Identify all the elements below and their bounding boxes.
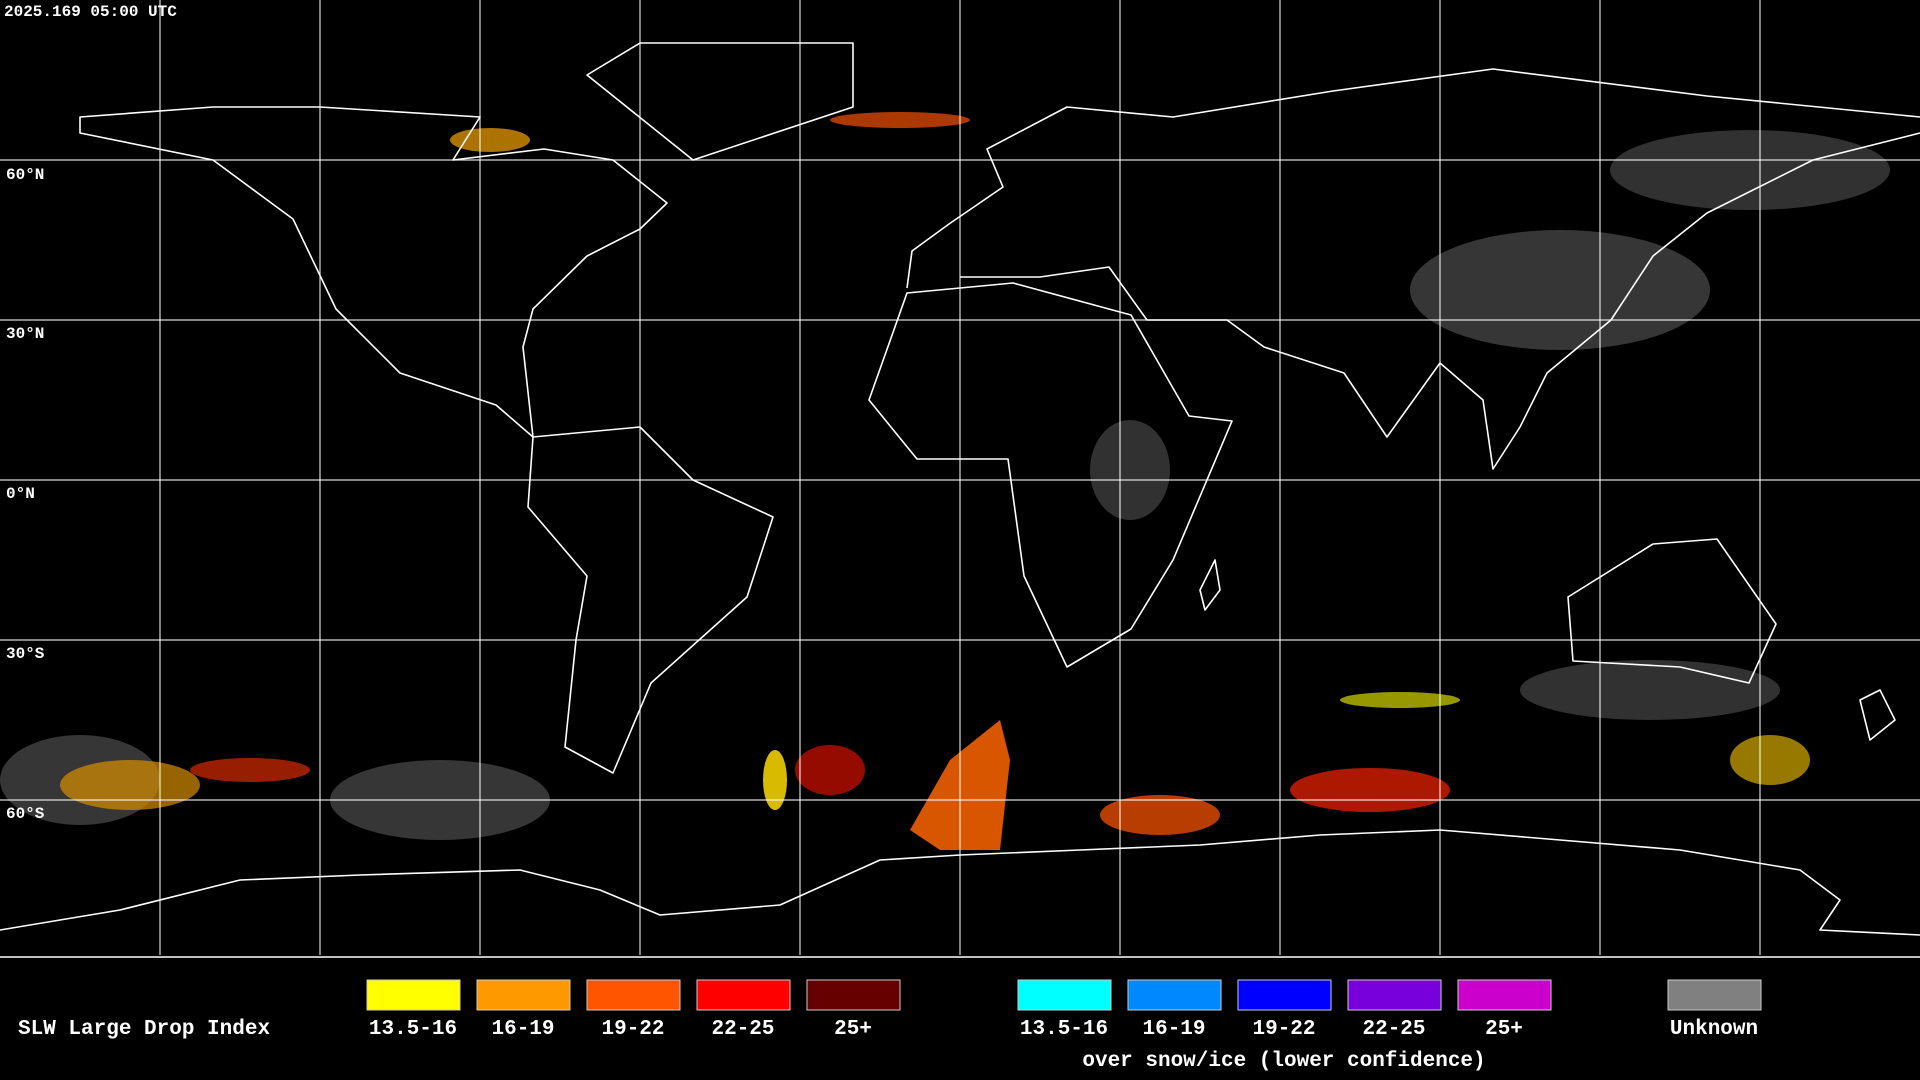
legend-swatch [1457, 979, 1552, 1011]
drop-area [1100, 795, 1220, 835]
lat-label: 30°S [6, 645, 45, 663]
coastlines [0, 42, 1920, 936]
graticule [0, 0, 1920, 955]
legend: 13.5-16 16-19 19-22 22-25 25+ 13.5-16 16-19 19-… [366, 979, 1762, 1041]
drop-area [1340, 692, 1460, 708]
coastline [527, 426, 774, 774]
legend-swatch [366, 979, 461, 1011]
legend-swatch [696, 979, 791, 1011]
coastline [1567, 538, 1777, 684]
legend-label: 22-25 [1362, 1018, 1425, 1041]
legend-swatch [806, 979, 901, 1011]
drop-area [60, 760, 200, 810]
unknown-area [1410, 230, 1710, 350]
drop-area [830, 112, 970, 128]
legend-caption: over snow/ice (lower confidence) [1082, 1050, 1485, 1073]
legend-swatch [476, 979, 571, 1011]
timestamp: 2025.169 05:00 UTC [4, 3, 177, 21]
legend-label: 19-22 [601, 1018, 664, 1041]
lat-label: 60°S [6, 805, 45, 823]
legend-label: Unknown [1670, 1018, 1758, 1041]
coastline [0, 829, 1920, 936]
legend-label: 13.5-16 [1020, 1018, 1108, 1041]
lat-label: 30°N [6, 325, 44, 343]
drop-area [450, 128, 530, 152]
legend-swatch [1237, 979, 1332, 1011]
coastline [868, 282, 1233, 668]
legend-title: SLW Large Drop Index [18, 1018, 270, 1041]
drop-area [1290, 768, 1450, 812]
lat-label: 60°N [6, 166, 44, 184]
legend-label: 19-22 [1252, 1018, 1315, 1041]
unknown-area [1610, 130, 1890, 210]
drop-area [763, 750, 787, 810]
coastline [1859, 689, 1896, 741]
legend-swatch [1127, 979, 1222, 1011]
drop-area [190, 758, 310, 782]
lat-label: 0°N [6, 485, 35, 503]
unknown-area [1520, 660, 1780, 720]
legend-swatch [586, 979, 681, 1011]
legend-swatch [1017, 979, 1112, 1011]
coastline [586, 42, 854, 161]
coastline [1199, 559, 1221, 611]
coastline [906, 68, 1920, 470]
drop-area [1730, 735, 1810, 785]
legend-label: 25+ [834, 1018, 872, 1041]
legend-label: 16-19 [491, 1018, 554, 1041]
legend-label: 25+ [1485, 1018, 1523, 1041]
drop-area [795, 745, 865, 795]
legend-label: 16-19 [1142, 1018, 1205, 1041]
legend-swatch [1667, 979, 1762, 1011]
legend-swatch [1347, 979, 1442, 1011]
legend-label: 13.5-16 [369, 1018, 457, 1041]
legend-label: 22-25 [711, 1018, 774, 1041]
unknown-area [1090, 420, 1170, 520]
